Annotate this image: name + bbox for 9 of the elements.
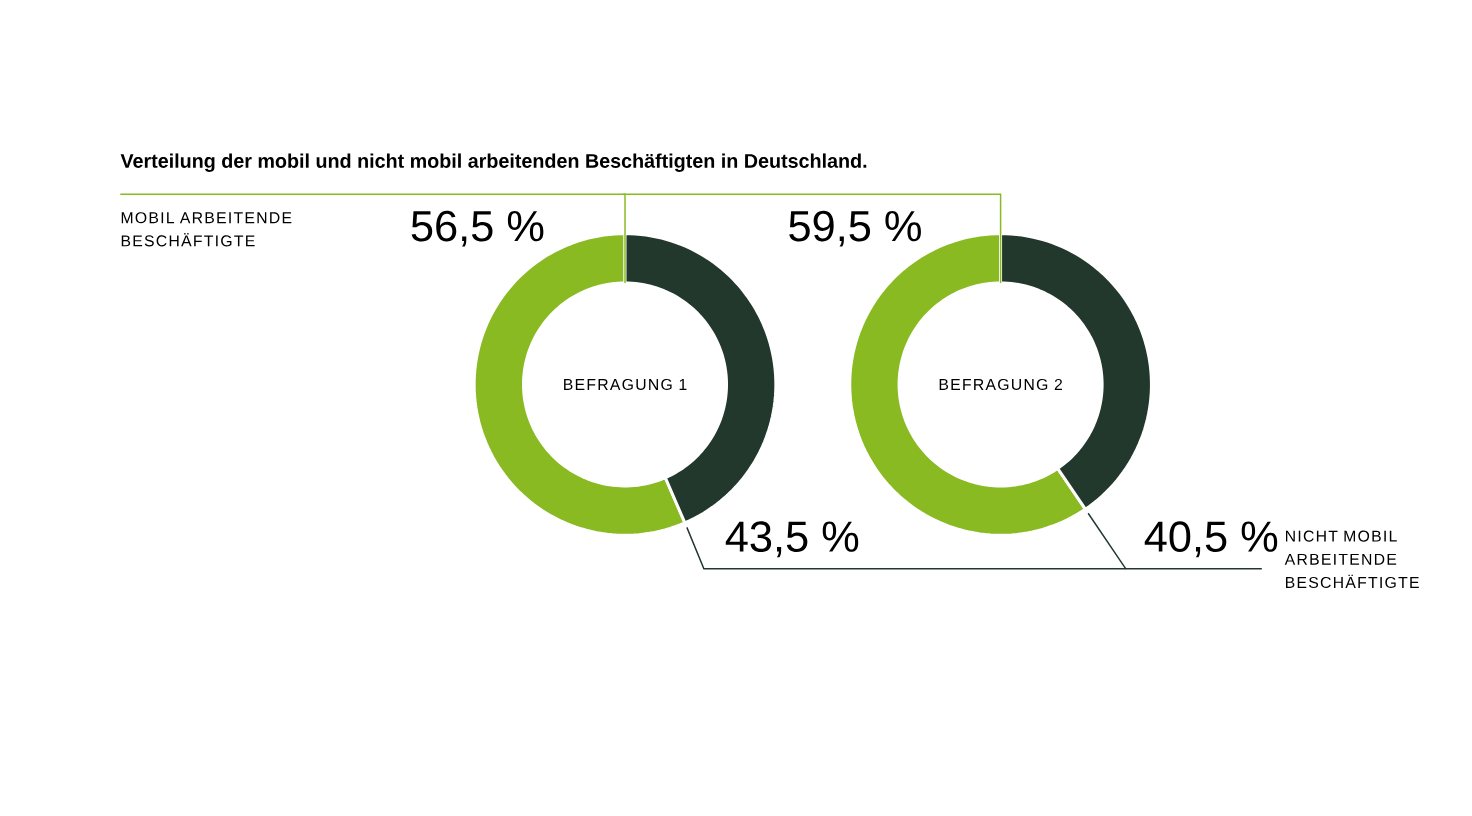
data-label: 40,5 %	[1144, 521, 1278, 558]
slice-label: MOBIL ARBEITENDE BESCHÄFTIGTE	[121, 212, 292, 247]
data-label: 56,5 %	[411, 210, 544, 247]
chart-title: Verteilung der mobil und nicht mobil arbeitenden Beschäftigten in Deutschland.	[120, 153, 867, 172]
slice-label: NICHT MOBIL ARBEITENDE BESCHÄFTIGTE	[1284, 530, 1419, 588]
data-label: 43,5 %	[725, 521, 859, 558]
text: BEFRAGUNG 1	[564, 378, 687, 390]
data-label: 59,5 %	[789, 210, 921, 247]
text: BEFRAGUNG 2	[939, 378, 1062, 390]
